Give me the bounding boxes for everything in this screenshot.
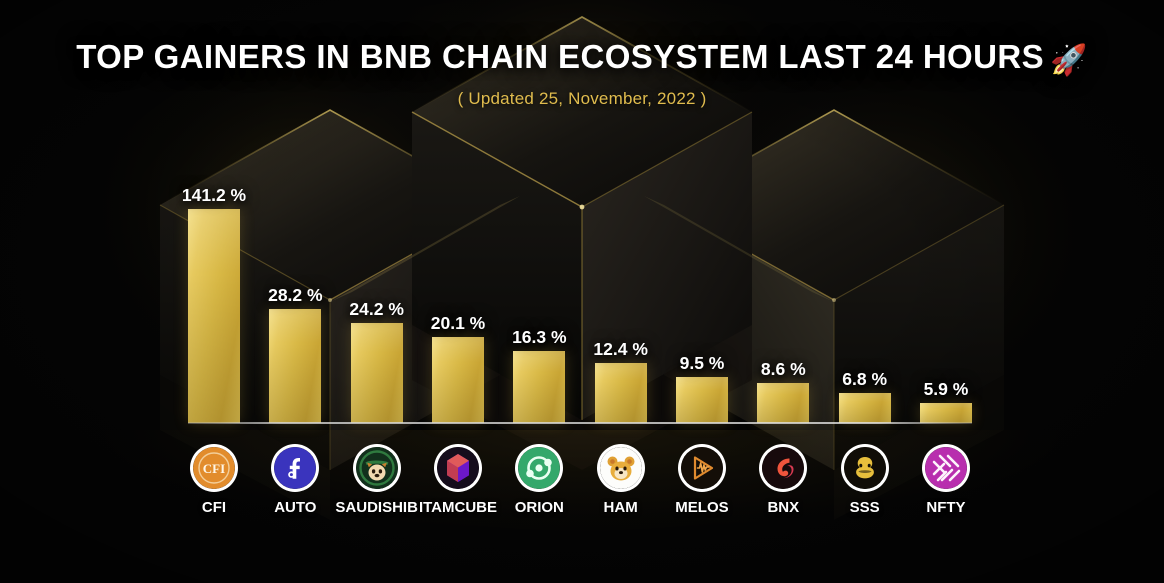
bar-group: 141.2 % 28.2 % 24.2 % 20.1 % 16.3 % 12.4 % 9.5… xyxy=(182,150,972,423)
token-symbol-label: AUTO xyxy=(274,499,317,516)
bar: 24.2 % xyxy=(349,299,404,423)
token-symbol-label: SAUDISHIB xyxy=(335,499,418,516)
page-title-text: TOP GAINERS IN BNB CHAIN ECOSYSTEM LAST … xyxy=(76,38,1044,75)
bar-value-label: 6.8 % xyxy=(842,369,887,389)
token-symbol-label: SSS xyxy=(849,499,880,516)
bar: 16.3 % xyxy=(512,327,567,423)
bar: 8.6 % xyxy=(757,359,810,423)
bar-slot: 24.2 % xyxy=(349,150,404,423)
auto-coin-icon xyxy=(274,447,317,489)
token-symbol-label: NFTY xyxy=(926,499,966,516)
sss-coin-icon xyxy=(843,447,886,489)
ham-coin-icon xyxy=(599,447,642,489)
bar-slot: 5.9 % xyxy=(919,150,972,423)
bar-value-label: 24.2 % xyxy=(349,299,404,319)
token-symbol-label: HAM xyxy=(603,499,638,516)
token-item[interactable]: ORION xyxy=(513,447,565,516)
bar-value-label: 28.2 % xyxy=(268,285,323,305)
bar-slot: 16.3 % xyxy=(512,150,567,423)
token-item[interactable]: BNX xyxy=(757,447,809,516)
token-symbol-label: CFI xyxy=(201,499,227,516)
bar: 6.8 % xyxy=(838,369,891,423)
bar-slot: 6.8 % xyxy=(838,150,891,423)
token-item[interactable]: SAUDISHIB xyxy=(335,447,418,516)
bar: 141.2 % xyxy=(182,185,246,423)
page-title: TOP GAINERS IN BNB CHAIN ECOSYSTEM LAST … xyxy=(0,38,1164,78)
token-symbol-label: ITAMCUBE xyxy=(418,499,498,516)
token-item[interactable]: HAM xyxy=(595,447,647,516)
bar: 5.9 % xyxy=(919,379,972,423)
bar-slot: 141.2 % xyxy=(182,150,246,423)
bar: 12.4 % xyxy=(593,339,648,423)
token-symbol-label: ORION xyxy=(514,499,564,516)
bar-slot: 28.2 % xyxy=(268,150,323,423)
token-symbol-label: BNX xyxy=(767,499,800,516)
bar: 9.5 % xyxy=(675,353,728,423)
bar-slot: 9.5 % xyxy=(675,150,728,423)
bar-value-label: 8.6 % xyxy=(760,359,806,379)
svg-text:CFI: CFI xyxy=(203,461,225,476)
itamcube-coin-icon xyxy=(436,447,479,489)
token-item[interactable]: ITAMCUBE xyxy=(419,447,497,516)
bar-value-label: 141.2 % xyxy=(181,185,247,205)
orion-coin-icon xyxy=(518,447,561,489)
rocket-icon: 🚀 xyxy=(1050,44,1088,77)
bar: 20.1 % xyxy=(431,313,485,423)
bar-value-label: 20.1 % xyxy=(430,313,486,333)
bar-slot: 8.6 % xyxy=(757,150,810,423)
axis-baseline xyxy=(188,422,972,424)
token-item[interactable]: SSS xyxy=(839,447,891,516)
bar-slot: 12.4 % xyxy=(593,150,648,423)
bar-value-label: 16.3 % xyxy=(512,327,567,347)
bar-value-label: 9.5 % xyxy=(679,353,725,373)
bar-value-label: 12.4 % xyxy=(593,339,648,359)
melos-coin-icon xyxy=(680,447,723,489)
updated-subtitle: ( Updated 25, November, 2022 ) xyxy=(457,89,707,108)
nfty-coin-icon xyxy=(924,447,967,489)
token-item[interactable]: NFTY xyxy=(920,447,972,516)
cfi-coin-icon: CFI xyxy=(193,447,235,489)
header: TOP GAINERS IN BNB CHAIN ECOSYSTEM LAST … xyxy=(0,38,1164,109)
token-legend: CFI CFI AUTO SAUDISHIB ITAMCUBE ORION xyxy=(188,447,972,516)
bar: 28.2 % xyxy=(268,285,323,423)
token-item[interactable]: CFI CFI xyxy=(188,447,240,516)
bar-slot: 20.1 % xyxy=(431,150,485,423)
bnx-coin-icon xyxy=(762,447,805,489)
token-symbol-label: MELOS xyxy=(675,499,729,516)
bar-value-label: 5.9 % xyxy=(923,379,969,399)
token-item[interactable]: AUTO xyxy=(269,447,321,516)
saudishib-coin-icon xyxy=(355,447,398,489)
bar-chart: 141.2 % 28.2 % 24.2 % 20.1 % 16.3 % 12.4 % 9.5… xyxy=(182,150,972,424)
token-item[interactable]: MELOS xyxy=(675,447,729,516)
